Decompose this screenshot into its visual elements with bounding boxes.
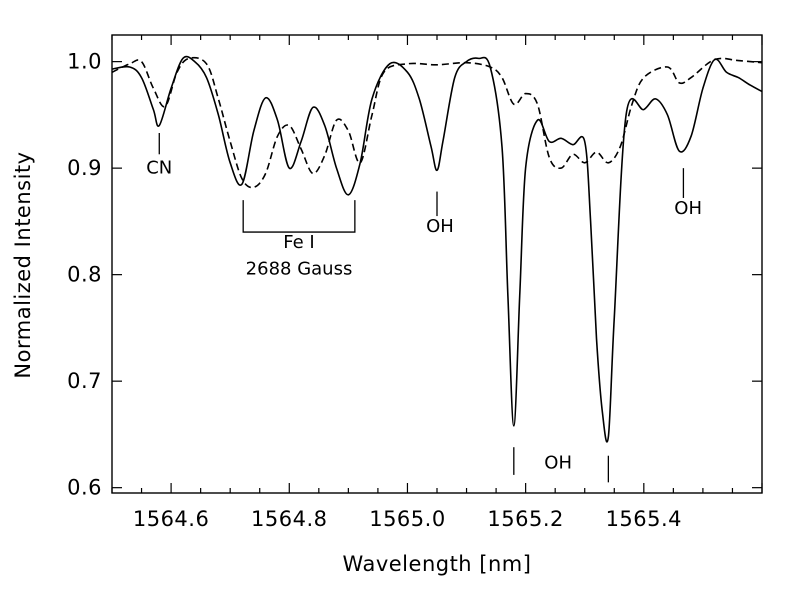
x-tick-label: 1565.0: [369, 507, 445, 531]
dashed-spectrum-line: [111, 56, 763, 189]
y-tick-label: 0.9: [67, 156, 102, 180]
y-tick-label: 0.7: [67, 369, 102, 393]
line-label: OH: [426, 216, 454, 237]
fe-line-label: Fe I: [283, 232, 314, 253]
plot-frame: [111, 34, 763, 494]
y-tick-label: 0.8: [67, 263, 102, 287]
y-tick-label: 0.6: [67, 476, 102, 500]
x-tick-label: 1564.8: [251, 507, 327, 531]
x-axis-title: Wavelength [nm]: [343, 552, 532, 576]
x-tick-label: 1565.4: [606, 507, 682, 531]
line-label: CN: [146, 157, 172, 178]
zeeman-bracket: [242, 200, 356, 233]
y-tick-label: 1.0: [67, 50, 102, 74]
series-group: [111, 55, 763, 443]
solid-spectrum-line: [111, 55, 763, 443]
y-axis: 0.6 0.7 0.8 0.9 1.0: [67, 50, 762, 500]
line-label: OH: [544, 453, 572, 474]
y-axis-title: Normalized Intensity: [11, 151, 35, 378]
x-tick-label: 1564.6: [133, 507, 209, 531]
x-axis: 1564.6 1564.8 1565.0 1565.2 1565.4: [111, 35, 763, 531]
field-strength-label: 2688 Gauss: [246, 259, 353, 280]
line-label: OH: [674, 198, 702, 219]
x-tick-label: 1565.2: [487, 507, 563, 531]
annotation-group: CN OH OH OH Fe I 2688 Gauss: [146, 132, 702, 483]
